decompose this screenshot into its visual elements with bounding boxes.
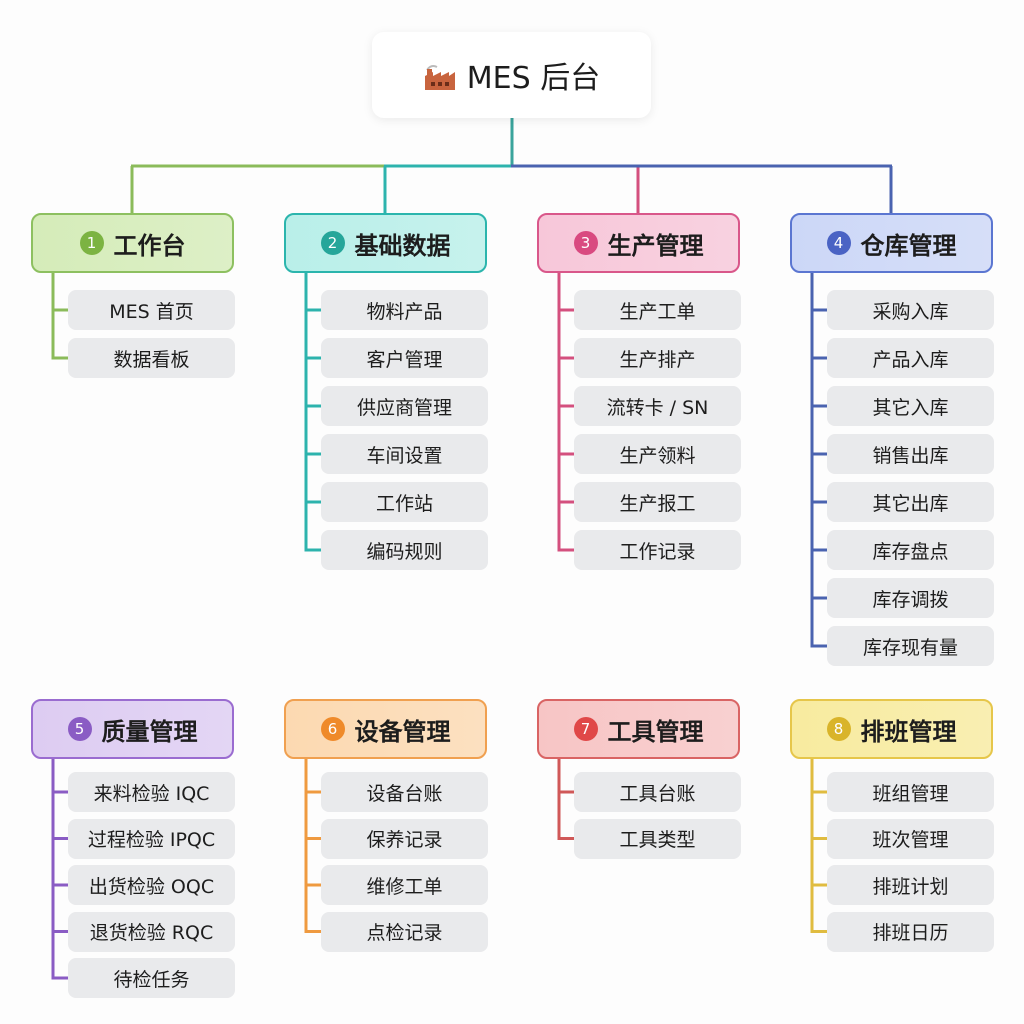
menu-item[interactable]: 点检记录 bbox=[321, 911, 488, 952]
menu-item[interactable]: 数据看板 bbox=[68, 338, 235, 378]
module-header-3[interactable]: 3 生产管理 bbox=[537, 213, 740, 273]
menu-item[interactable]: 物料产品 bbox=[321, 290, 488, 330]
module-title: 质量管理 bbox=[101, 717, 198, 746]
menu-item[interactable]: 产品入库 bbox=[827, 338, 994, 378]
module-title: 排班管理 bbox=[860, 717, 957, 746]
menu-item[interactable]: MES 首页 bbox=[68, 290, 235, 330]
menu-item[interactable]: 班组管理 bbox=[827, 772, 994, 812]
menu-item[interactable]: 客户管理 bbox=[321, 338, 488, 378]
number-badge: 1 bbox=[79, 231, 104, 255]
menu-item[interactable]: 设备台账 bbox=[321, 772, 488, 812]
menu-item[interactable]: 采购入库 bbox=[827, 290, 994, 330]
menu-item[interactable]: 库存盘点 bbox=[827, 530, 994, 570]
menu-item[interactable]: 生产排产 bbox=[574, 338, 741, 378]
module-header-5[interactable]: 5 质量管理 bbox=[31, 699, 234, 759]
number-badge: 6 bbox=[320, 717, 345, 741]
menu-item[interactable]: 编码规则 bbox=[321, 530, 488, 570]
module-title: 工作台 bbox=[113, 231, 186, 260]
number-badge: 5 bbox=[67, 717, 92, 741]
menu-item[interactable]: 流转卡 / SN bbox=[574, 386, 741, 426]
module-title: 基础数据 bbox=[354, 231, 451, 260]
menu-item[interactable]: 车间设置 bbox=[321, 434, 488, 474]
module-title: 设备管理 bbox=[354, 717, 451, 746]
menu-item[interactable]: 工具类型 bbox=[574, 818, 741, 859]
module-header-2[interactable]: 2 基础数据 bbox=[284, 213, 487, 273]
menu-item[interactable]: 排班计划 bbox=[827, 865, 994, 905]
factory-icon bbox=[424, 65, 455, 90]
module-title: 仓库管理 bbox=[860, 231, 957, 260]
menu-item[interactable]: 出货检验 OQC bbox=[68, 865, 235, 905]
menu-item[interactable]: 退货检验 RQC bbox=[68, 911, 235, 952]
menu-item[interactable]: 生产领料 bbox=[574, 434, 741, 474]
module-header-8[interactable]: 8 排班管理 bbox=[790, 699, 993, 759]
menu-item[interactable]: 班次管理 bbox=[827, 818, 994, 859]
menu-item[interactable]: 其它出库 bbox=[827, 482, 994, 522]
menu-item[interactable]: 工作记录 bbox=[574, 530, 741, 570]
number-badge: 4 bbox=[826, 231, 851, 255]
menu-item[interactable]: 工具台账 bbox=[574, 772, 741, 812]
menu-item[interactable]: 维修工单 bbox=[321, 865, 488, 905]
menu-item[interactable]: 来料检验 IQC bbox=[68, 772, 235, 812]
menu-item[interactable]: 过程检验 IPQC bbox=[68, 818, 235, 859]
module-header-7[interactable]: 7 工具管理 bbox=[537, 699, 740, 759]
number-badge: 8 bbox=[826, 717, 851, 741]
menu-item[interactable]: 待检任务 bbox=[68, 958, 235, 998]
menu-item[interactable]: 生产报工 bbox=[574, 482, 741, 522]
menu-item[interactable]: 工作站 bbox=[321, 482, 488, 522]
module-header-6[interactable]: 6 设备管理 bbox=[284, 699, 487, 759]
number-badge: 3 bbox=[573, 231, 598, 255]
menu-item[interactable]: 库存现有量 bbox=[827, 626, 994, 666]
module-header-4[interactable]: 4 仓库管理 bbox=[790, 213, 993, 273]
menu-item[interactable]: 库存调拨 bbox=[827, 578, 994, 618]
root-node[interactable]: MES 后台 bbox=[372, 32, 651, 118]
menu-item[interactable]: 其它入库 bbox=[827, 386, 994, 426]
module-header-1[interactable]: 1 工作台 bbox=[31, 213, 234, 273]
menu-item[interactable]: 保养记录 bbox=[321, 818, 488, 859]
number-badge: 2 bbox=[320, 231, 345, 255]
menu-item[interactable]: 供应商管理 bbox=[321, 386, 488, 426]
menu-item[interactable]: 排班日历 bbox=[827, 911, 994, 952]
menu-item[interactable]: 销售出库 bbox=[827, 434, 994, 474]
module-title: 生产管理 bbox=[607, 231, 704, 260]
menu-item[interactable]: 生产工单 bbox=[574, 290, 741, 330]
root-title: MES 后台 bbox=[466, 61, 601, 96]
number-badge: 7 bbox=[573, 717, 598, 741]
module-title: 工具管理 bbox=[607, 717, 704, 746]
